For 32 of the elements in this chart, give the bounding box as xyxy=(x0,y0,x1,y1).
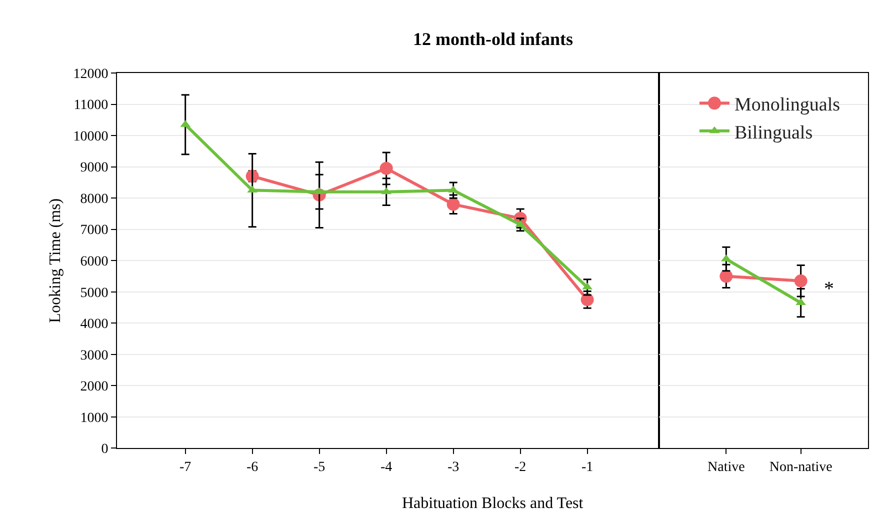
y-tick-label: 8000 xyxy=(80,192,108,207)
x-axis-title: Habituation Blocks and Test xyxy=(402,495,584,512)
legend-label: Bilinguals xyxy=(734,122,813,144)
point xyxy=(380,162,393,175)
y-tick-label: 12000 xyxy=(73,66,108,82)
x-tick-label: -5 xyxy=(313,460,326,475)
y-tick-label: 0 xyxy=(101,442,108,458)
x-tick-label: -4 xyxy=(380,460,392,475)
point xyxy=(446,198,460,211)
x-tick-label: Native xyxy=(708,460,745,475)
y-tick-label: 10000 xyxy=(73,129,108,144)
y-tick-label: 2000 xyxy=(80,380,108,395)
legend-label: Monolinguals xyxy=(734,94,840,116)
y-tick-label: 11000 xyxy=(74,98,108,114)
y-tick-label: 1000 xyxy=(80,410,108,426)
x-tick-label: -3 xyxy=(447,460,460,475)
chart-title: 12 month-old infants xyxy=(413,29,574,49)
y-tick-label: 4000 xyxy=(80,317,108,332)
y-tick-label: 9000 xyxy=(80,160,108,176)
x-tick-label: -6 xyxy=(246,460,258,475)
y-tick-label: 3000 xyxy=(80,348,108,364)
point xyxy=(720,270,733,283)
y-axis-title: Looking Time (ms) xyxy=(47,198,64,323)
y-tick-label: 6000 xyxy=(80,254,108,270)
y-tick-label: 7000 xyxy=(80,223,108,238)
point xyxy=(794,274,808,288)
y-tick-label: 5000 xyxy=(80,286,108,301)
x-tick-label: -2 xyxy=(514,460,526,475)
x-tick-label: Non-native xyxy=(769,460,832,475)
annotation: * xyxy=(824,278,834,300)
x-tick-label: -1 xyxy=(581,460,594,475)
x-tick-label: -7 xyxy=(180,460,192,475)
